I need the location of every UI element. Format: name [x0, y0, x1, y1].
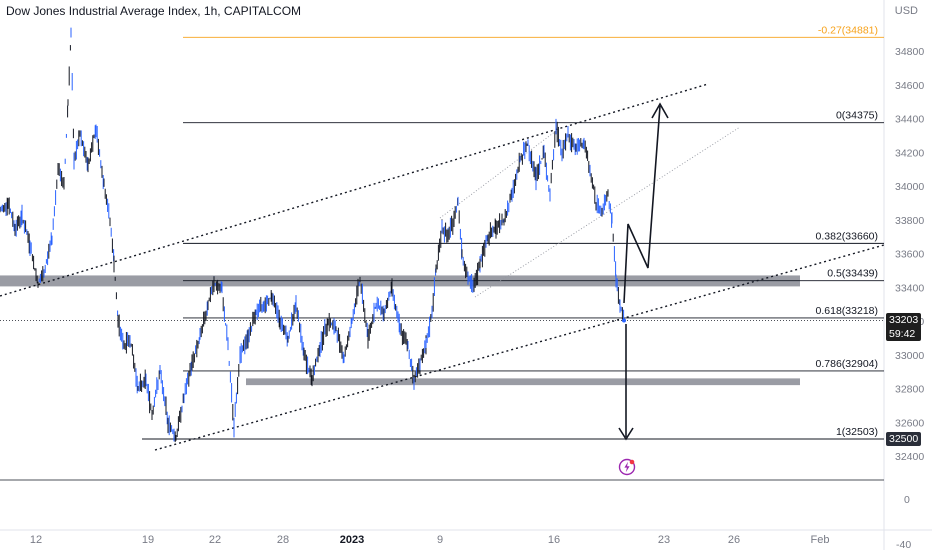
- arrow-head-down: [618, 427, 634, 441]
- x-axis-tick-label: 2023: [340, 534, 364, 546]
- fib-level-label: 0.618(33218): [816, 305, 878, 317]
- y-axis-tick-label: 34400: [895, 114, 924, 126]
- channel-lower-line: [154, 244, 885, 451]
- y-axis-tick-label: 32800: [895, 384, 924, 396]
- current-price-tag: 33203 59:42: [886, 313, 922, 341]
- last-price-point: [622, 318, 626, 323]
- y-axis-tick-label: 34000: [895, 181, 924, 193]
- inner-channel-line: [439, 127, 561, 219]
- fib-level-label: 0(34375): [836, 110, 878, 122]
- support-zone: [246, 378, 800, 386]
- target-price-tag: 32500: [886, 432, 922, 446]
- x-axis-tick-label: 26: [728, 534, 740, 546]
- y-axis-tick-label: 34800: [895, 46, 924, 58]
- y-axis-tick-label: 34200: [895, 147, 924, 159]
- channel-upper-line: [0, 83, 709, 297]
- x-axis-tick-label: 22: [209, 534, 221, 546]
- y-axis-tick-label: 33800: [895, 215, 924, 227]
- fib-level-label: 0.5(33439): [827, 268, 878, 280]
- y-axis-tick-label: -40: [896, 539, 911, 550]
- y-axis-tick-label: 33000: [895, 350, 924, 362]
- x-axis-tick-label: 28: [277, 534, 289, 546]
- current-price-value: 33203: [889, 314, 919, 326]
- x-axis-tick-label: 23: [658, 534, 670, 546]
- x-axis-tick-label: 9: [437, 534, 443, 546]
- y-axis-tick-label: 34600: [895, 80, 924, 92]
- fib-level-label: -0.27(34881): [818, 24, 878, 36]
- x-axis-tick-label: 19: [142, 534, 154, 546]
- y-axis-tick-label: 0: [904, 494, 910, 506]
- y-axis-tick-label: 32400: [895, 451, 924, 463]
- bullish-projection-path: [623, 105, 661, 304]
- lightning-alert-icon[interactable]: [618, 458, 636, 476]
- fib-level-label: 0.382(33660): [816, 230, 878, 242]
- y-axis-tick-label: 33400: [895, 282, 924, 294]
- fib-level-label: 1(32503): [836, 426, 878, 438]
- x-axis-tick-label: Feb: [811, 534, 830, 546]
- currency-label[interactable]: USD: [894, 5, 918, 17]
- y-axis-tick-label: 33600: [895, 249, 924, 261]
- arrow-head-up: [651, 102, 669, 119]
- fib-level-label: 0.786(32904): [816, 358, 878, 370]
- x-axis-tick-label: 12: [30, 534, 42, 546]
- y-axis-tick-label: 32600: [895, 417, 924, 429]
- bar-countdown: 59:42: [889, 328, 916, 340]
- inner-channel-line: [474, 126, 741, 298]
- symbol-title: Dow Jones Industrial Average Index, 1h, …: [6, 4, 302, 18]
- x-axis-tick-label: 16: [548, 534, 560, 546]
